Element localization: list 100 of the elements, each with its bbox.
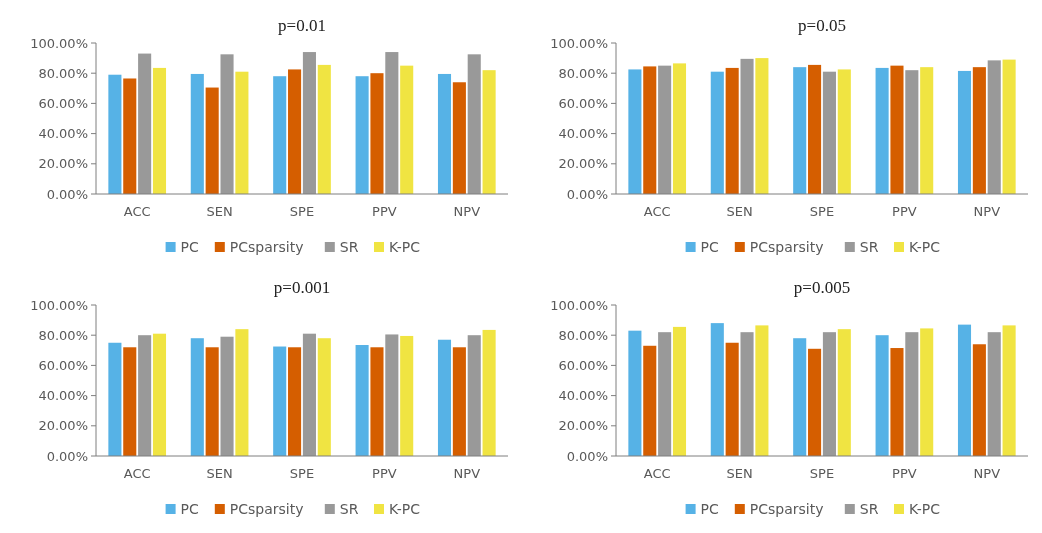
legend-label: PC bbox=[700, 501, 720, 517]
bar bbox=[400, 65, 414, 194]
bar bbox=[822, 332, 836, 456]
legend-label: SR bbox=[339, 501, 359, 517]
bar bbox=[808, 348, 822, 456]
bar bbox=[482, 70, 496, 194]
y-tick-label: 100.00% bbox=[550, 297, 608, 313]
bar bbox=[837, 69, 851, 194]
legend-label: K-PC bbox=[389, 239, 421, 255]
legend-label: K-PC bbox=[909, 501, 941, 517]
x-tick-label: SEN bbox=[726, 204, 753, 219]
bar bbox=[890, 348, 904, 456]
bar bbox=[273, 76, 287, 194]
bar bbox=[1002, 59, 1016, 194]
bar bbox=[152, 333, 167, 456]
chart-title: p=0.005 bbox=[793, 278, 851, 297]
chart-title: p=0.01 bbox=[278, 16, 326, 35]
y-tick-label: 40.00% bbox=[558, 388, 608, 404]
bar bbox=[370, 347, 384, 456]
bar bbox=[920, 328, 934, 456]
bar bbox=[710, 71, 724, 194]
x-tick-label: ACC bbox=[643, 466, 671, 481]
x-tick-label: NPV bbox=[453, 204, 481, 219]
bar bbox=[920, 67, 934, 194]
legend-label: PCsparsity bbox=[229, 501, 304, 517]
bar bbox=[875, 335, 889, 456]
bar bbox=[643, 66, 657, 194]
bar bbox=[905, 332, 919, 456]
x-tick-label: SPE bbox=[809, 466, 835, 481]
bar bbox=[628, 330, 642, 456]
bar bbox=[220, 54, 234, 194]
x-tick-label: PPV bbox=[372, 466, 397, 481]
bar bbox=[288, 69, 302, 194]
y-tick-label: 100.00% bbox=[30, 297, 88, 313]
y-tick-label: 80.00% bbox=[558, 327, 608, 343]
y-tick-label: 80.00% bbox=[558, 65, 608, 81]
legend-label: K-PC bbox=[909, 239, 941, 255]
bar bbox=[672, 63, 687, 194]
bar bbox=[205, 347, 219, 456]
bar bbox=[437, 73, 452, 194]
bar bbox=[822, 71, 836, 194]
x-tick-label: SPE bbox=[289, 466, 315, 481]
y-tick-label: 20.00% bbox=[558, 418, 608, 434]
bar bbox=[152, 67, 167, 194]
legend-label: SR bbox=[339, 239, 359, 255]
y-tick-label: 80.00% bbox=[38, 65, 88, 81]
x-tick-label: PPV bbox=[892, 466, 917, 481]
bar bbox=[987, 60, 1001, 194]
legend-label: K-PC bbox=[389, 501, 421, 517]
bar bbox=[755, 325, 769, 456]
bar bbox=[273, 346, 287, 456]
legend-label: PC bbox=[700, 239, 720, 255]
bar bbox=[755, 58, 769, 194]
bar bbox=[317, 64, 331, 194]
bar bbox=[317, 338, 331, 456]
bar bbox=[972, 67, 986, 194]
bar bbox=[658, 332, 672, 456]
x-tick-label: ACC bbox=[643, 204, 671, 219]
bar bbox=[355, 76, 369, 194]
bar bbox=[385, 52, 399, 194]
bar bbox=[793, 67, 807, 194]
y-tick-label: 0.00% bbox=[566, 448, 608, 464]
y-tick-label: 40.00% bbox=[38, 388, 88, 404]
y-tick-label: 80.00% bbox=[38, 327, 88, 343]
bar bbox=[288, 347, 302, 456]
bar bbox=[355, 345, 369, 456]
bar bbox=[190, 73, 204, 194]
legend-label: PC bbox=[180, 239, 200, 255]
y-tick-label: 60.00% bbox=[38, 95, 88, 111]
bar bbox=[643, 345, 657, 456]
y-tick-label: 0.00% bbox=[46, 448, 88, 464]
x-tick-label: PPV bbox=[892, 204, 917, 219]
chart-title: p=0.05 bbox=[798, 16, 846, 35]
bar bbox=[452, 82, 466, 194]
bar bbox=[905, 70, 919, 194]
bar bbox=[1002, 325, 1016, 456]
x-tick-label: PPV bbox=[372, 204, 397, 219]
bar bbox=[385, 334, 399, 456]
x-tick-label: NPV bbox=[453, 466, 481, 481]
bar bbox=[987, 332, 1001, 456]
bar bbox=[875, 67, 889, 194]
y-tick-label: 20.00% bbox=[38, 156, 88, 172]
bar bbox=[302, 333, 316, 456]
bar bbox=[452, 347, 466, 456]
y-tick-label: 60.00% bbox=[38, 357, 88, 373]
bar bbox=[740, 58, 754, 194]
legend-label: SR bbox=[859, 501, 879, 517]
legend-label: PCsparsity bbox=[229, 239, 304, 255]
bar bbox=[108, 342, 122, 456]
bar bbox=[725, 342, 739, 456]
x-tick-label: NPV bbox=[973, 204, 1001, 219]
legend-label: PCsparsity bbox=[749, 239, 824, 255]
legend-label: PC bbox=[180, 501, 200, 517]
legend-label: SR bbox=[859, 239, 879, 255]
bar bbox=[220, 336, 234, 456]
y-tick-label: 100.00% bbox=[30, 35, 88, 51]
bar bbox=[138, 53, 152, 194]
bar bbox=[672, 326, 687, 456]
x-tick-label: SEN bbox=[726, 466, 753, 481]
x-tick-label: SPE bbox=[289, 204, 315, 219]
